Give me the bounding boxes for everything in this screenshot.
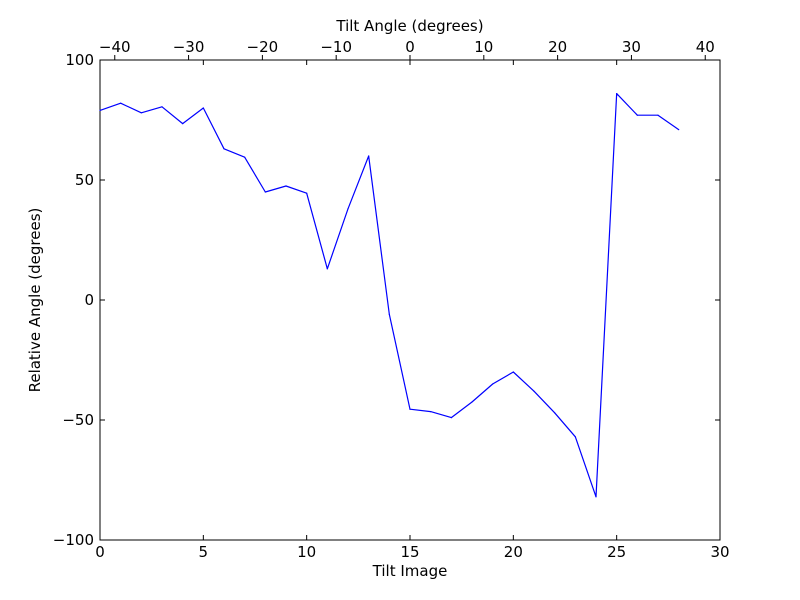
data-point (264, 191, 266, 193)
top-x-tick-label: 10 (474, 38, 493, 56)
y-axis-title: Relative Angle (degrees) (26, 208, 44, 393)
data-point (182, 123, 184, 125)
data-point (326, 268, 328, 270)
data-point (595, 496, 597, 498)
data-point (120, 102, 122, 104)
data-point (636, 114, 638, 116)
data-point (492, 383, 494, 385)
top-x-tick-label: −40 (99, 38, 131, 56)
data-point (409, 408, 411, 410)
x-tick-label: 10 (297, 543, 316, 561)
data-point (657, 114, 659, 116)
x-tick-label: 5 (199, 543, 209, 561)
data-point (678, 129, 680, 131)
x-tick-label: 0 (95, 543, 105, 561)
top-x-tick-label: 0 (405, 38, 415, 56)
data-point (554, 412, 556, 414)
y-tick-label: −50 (62, 411, 94, 429)
data-point (450, 417, 452, 419)
data-point (140, 112, 142, 114)
data-point (368, 155, 370, 157)
data-point (347, 208, 349, 210)
data-point (533, 390, 535, 392)
data-point (99, 109, 101, 111)
y-axis: −100 −50 0 50 100 (53, 51, 720, 549)
y-tick-label: 50 (75, 171, 94, 189)
data-point (306, 192, 308, 194)
data-point (202, 107, 204, 109)
data-point (285, 185, 287, 187)
data-point (430, 411, 432, 413)
plot-area (99, 59, 721, 541)
data-point (223, 148, 225, 150)
bottom-x-axis: 0 5 10 15 20 25 30 (95, 60, 730, 561)
data-point (616, 93, 618, 95)
series-layer (99, 92, 680, 498)
x-tick-label: 15 (400, 543, 419, 561)
top-x-tick-label: −10 (320, 38, 352, 56)
top-x-tick-label: 20 (548, 38, 567, 56)
data-point (161, 106, 163, 108)
data-point (244, 156, 246, 158)
top-x-axis: −40 −30 −20 −10 0 10 20 30 40 (99, 38, 715, 60)
x-tick-label: 30 (710, 543, 729, 561)
y-tick-label: 100 (65, 51, 94, 69)
data-point (512, 371, 514, 373)
x-tick-label: 25 (607, 543, 626, 561)
y-tick-label: 0 (84, 291, 94, 309)
top-x-tick-label: 30 (622, 38, 641, 56)
top-x-axis-title: Tilt Angle (degrees) (335, 17, 483, 35)
y-tick-label: −100 (53, 531, 94, 549)
x-axis-title: Tilt Image (372, 562, 448, 580)
top-x-tick-label: −20 (247, 38, 279, 56)
top-x-tick-label: −30 (173, 38, 205, 56)
x-tick-label: 20 (504, 543, 523, 561)
data-point (388, 313, 390, 315)
data-point (471, 401, 473, 403)
data-point (574, 436, 576, 438)
top-x-tick-label: 40 (696, 38, 715, 56)
